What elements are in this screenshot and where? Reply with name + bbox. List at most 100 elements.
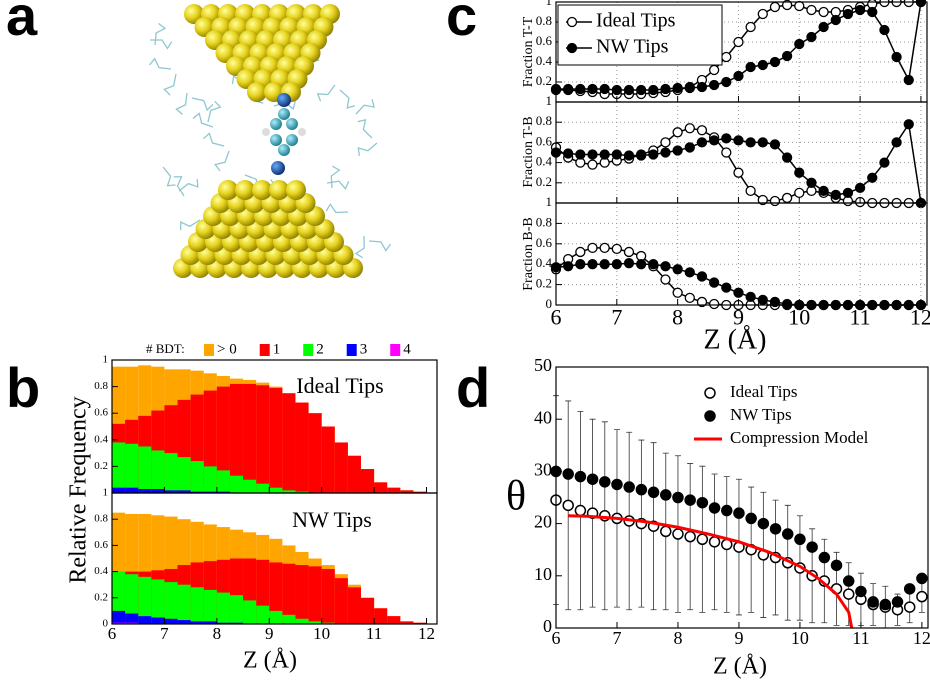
y-tick-label: 1	[546, 0, 553, 8]
data-point	[806, 4, 817, 16]
data-point	[696, 496, 709, 509]
ligand-stick	[178, 178, 199, 192]
annotation: Ideal Tips	[296, 373, 383, 398]
data-point	[708, 79, 720, 91]
series-line	[555, 262, 921, 306]
data-point	[916, 590, 928, 603]
data-point	[672, 145, 683, 156]
data-point	[587, 242, 598, 254]
histogram-bar	[216, 491, 230, 493]
data-point	[781, 0, 793, 11]
y-tick-label: 0.8	[536, 113, 552, 128]
histogram-bar	[256, 605, 270, 624]
histogram-bar	[413, 491, 427, 493]
y-axis-label: Fraction T-T	[521, 16, 536, 87]
y-tick-label: 0.2	[536, 276, 552, 291]
histogram-bar	[282, 614, 296, 624]
y-tick-label: 40	[534, 407, 552, 427]
data-point	[647, 486, 660, 499]
histogram-bar	[125, 622, 139, 624]
y-axis-label: θ	[506, 474, 526, 520]
data-point	[733, 70, 744, 82]
x-tick-label: 8	[672, 304, 683, 329]
data-point	[855, 585, 867, 598]
gold-atom	[286, 180, 306, 200]
legend-marker	[704, 387, 716, 399]
legend-label: 2	[316, 341, 324, 357]
gold-atom	[269, 180, 289, 200]
histogram-bar	[334, 578, 348, 624]
x-axis-label: Z (Å)	[713, 654, 767, 680]
ligand-stick	[150, 39, 173, 50]
data-point	[915, 0, 927, 8]
histogram-bar	[190, 491, 204, 493]
y-tick-label: 10	[534, 564, 552, 584]
histogram-bar	[125, 613, 139, 624]
histogram-bar	[138, 489, 152, 493]
histogram-bar	[138, 446, 152, 493]
data-point	[708, 135, 720, 146]
histogram-bar	[347, 587, 361, 624]
data-point	[684, 494, 696, 506]
histogram-bar	[374, 482, 388, 493]
x-tick-label: 12	[418, 624, 435, 643]
data-point	[842, 8, 854, 20]
data-point	[745, 137, 756, 148]
gold-atom	[235, 180, 255, 200]
data-point	[781, 528, 794, 540]
data-point	[757, 59, 768, 71]
histogram-bar	[295, 618, 309, 624]
plot-area	[112, 365, 427, 493]
data-point	[721, 504, 733, 517]
data-point	[733, 135, 744, 146]
data-point	[769, 1, 781, 13]
data-point	[708, 298, 720, 310]
data-point	[867, 6, 878, 18]
data-point	[794, 0, 805, 12]
y-tick-label: 1	[546, 93, 553, 108]
ligand-stick	[357, 142, 378, 156]
histogram-bar	[413, 622, 427, 624]
data-point	[684, 142, 695, 153]
y-tick-label: 0.8	[94, 513, 108, 525]
y-tick-label: 0.8	[94, 380, 108, 392]
data-point	[574, 504, 587, 517]
data-point	[660, 489, 672, 501]
histogram-bar	[321, 622, 335, 624]
data-point	[916, 572, 928, 585]
data-point	[623, 481, 635, 493]
histogram-bar	[151, 579, 165, 624]
data-point	[781, 298, 793, 310]
data-point	[574, 470, 587, 483]
data-point	[745, 291, 756, 302]
histogram-bar	[112, 487, 126, 493]
ligand-stick	[368, 240, 392, 252]
y-tick-label: 0.4	[536, 53, 553, 68]
data-point	[794, 167, 805, 178]
data-point	[660, 137, 671, 148]
legend-label: Compression Model	[730, 428, 869, 447]
y-tick-label: 0.2	[94, 591, 108, 603]
histogram-bar	[308, 413, 322, 493]
data-point	[757, 294, 768, 306]
molecule-image	[149, 4, 392, 278]
data-point	[891, 596, 904, 608]
panel-label: c	[446, 0, 477, 47]
histogram-bar	[243, 600, 257, 624]
data-point	[842, 575, 855, 587]
data-point	[599, 242, 610, 254]
data-point	[599, 476, 611, 488]
histogram-bar	[400, 490, 414, 493]
data-point	[623, 150, 635, 161]
histogram-bar	[229, 622, 244, 624]
histogram-bar	[112, 610, 126, 624]
x-tick-label: 8	[213, 624, 222, 643]
data-point	[587, 159, 598, 170]
data-point	[757, 137, 768, 148]
data-point	[684, 267, 695, 278]
chart-panel: 0.2 0.4 0.6 0.8 1 Ideal Tips # BDT: > 0 1 2 3 4	[94, 341, 438, 494]
legend-swatch	[204, 344, 214, 356]
data-point	[672, 82, 683, 94]
data-point	[903, 583, 916, 595]
data-point	[733, 36, 744, 48]
